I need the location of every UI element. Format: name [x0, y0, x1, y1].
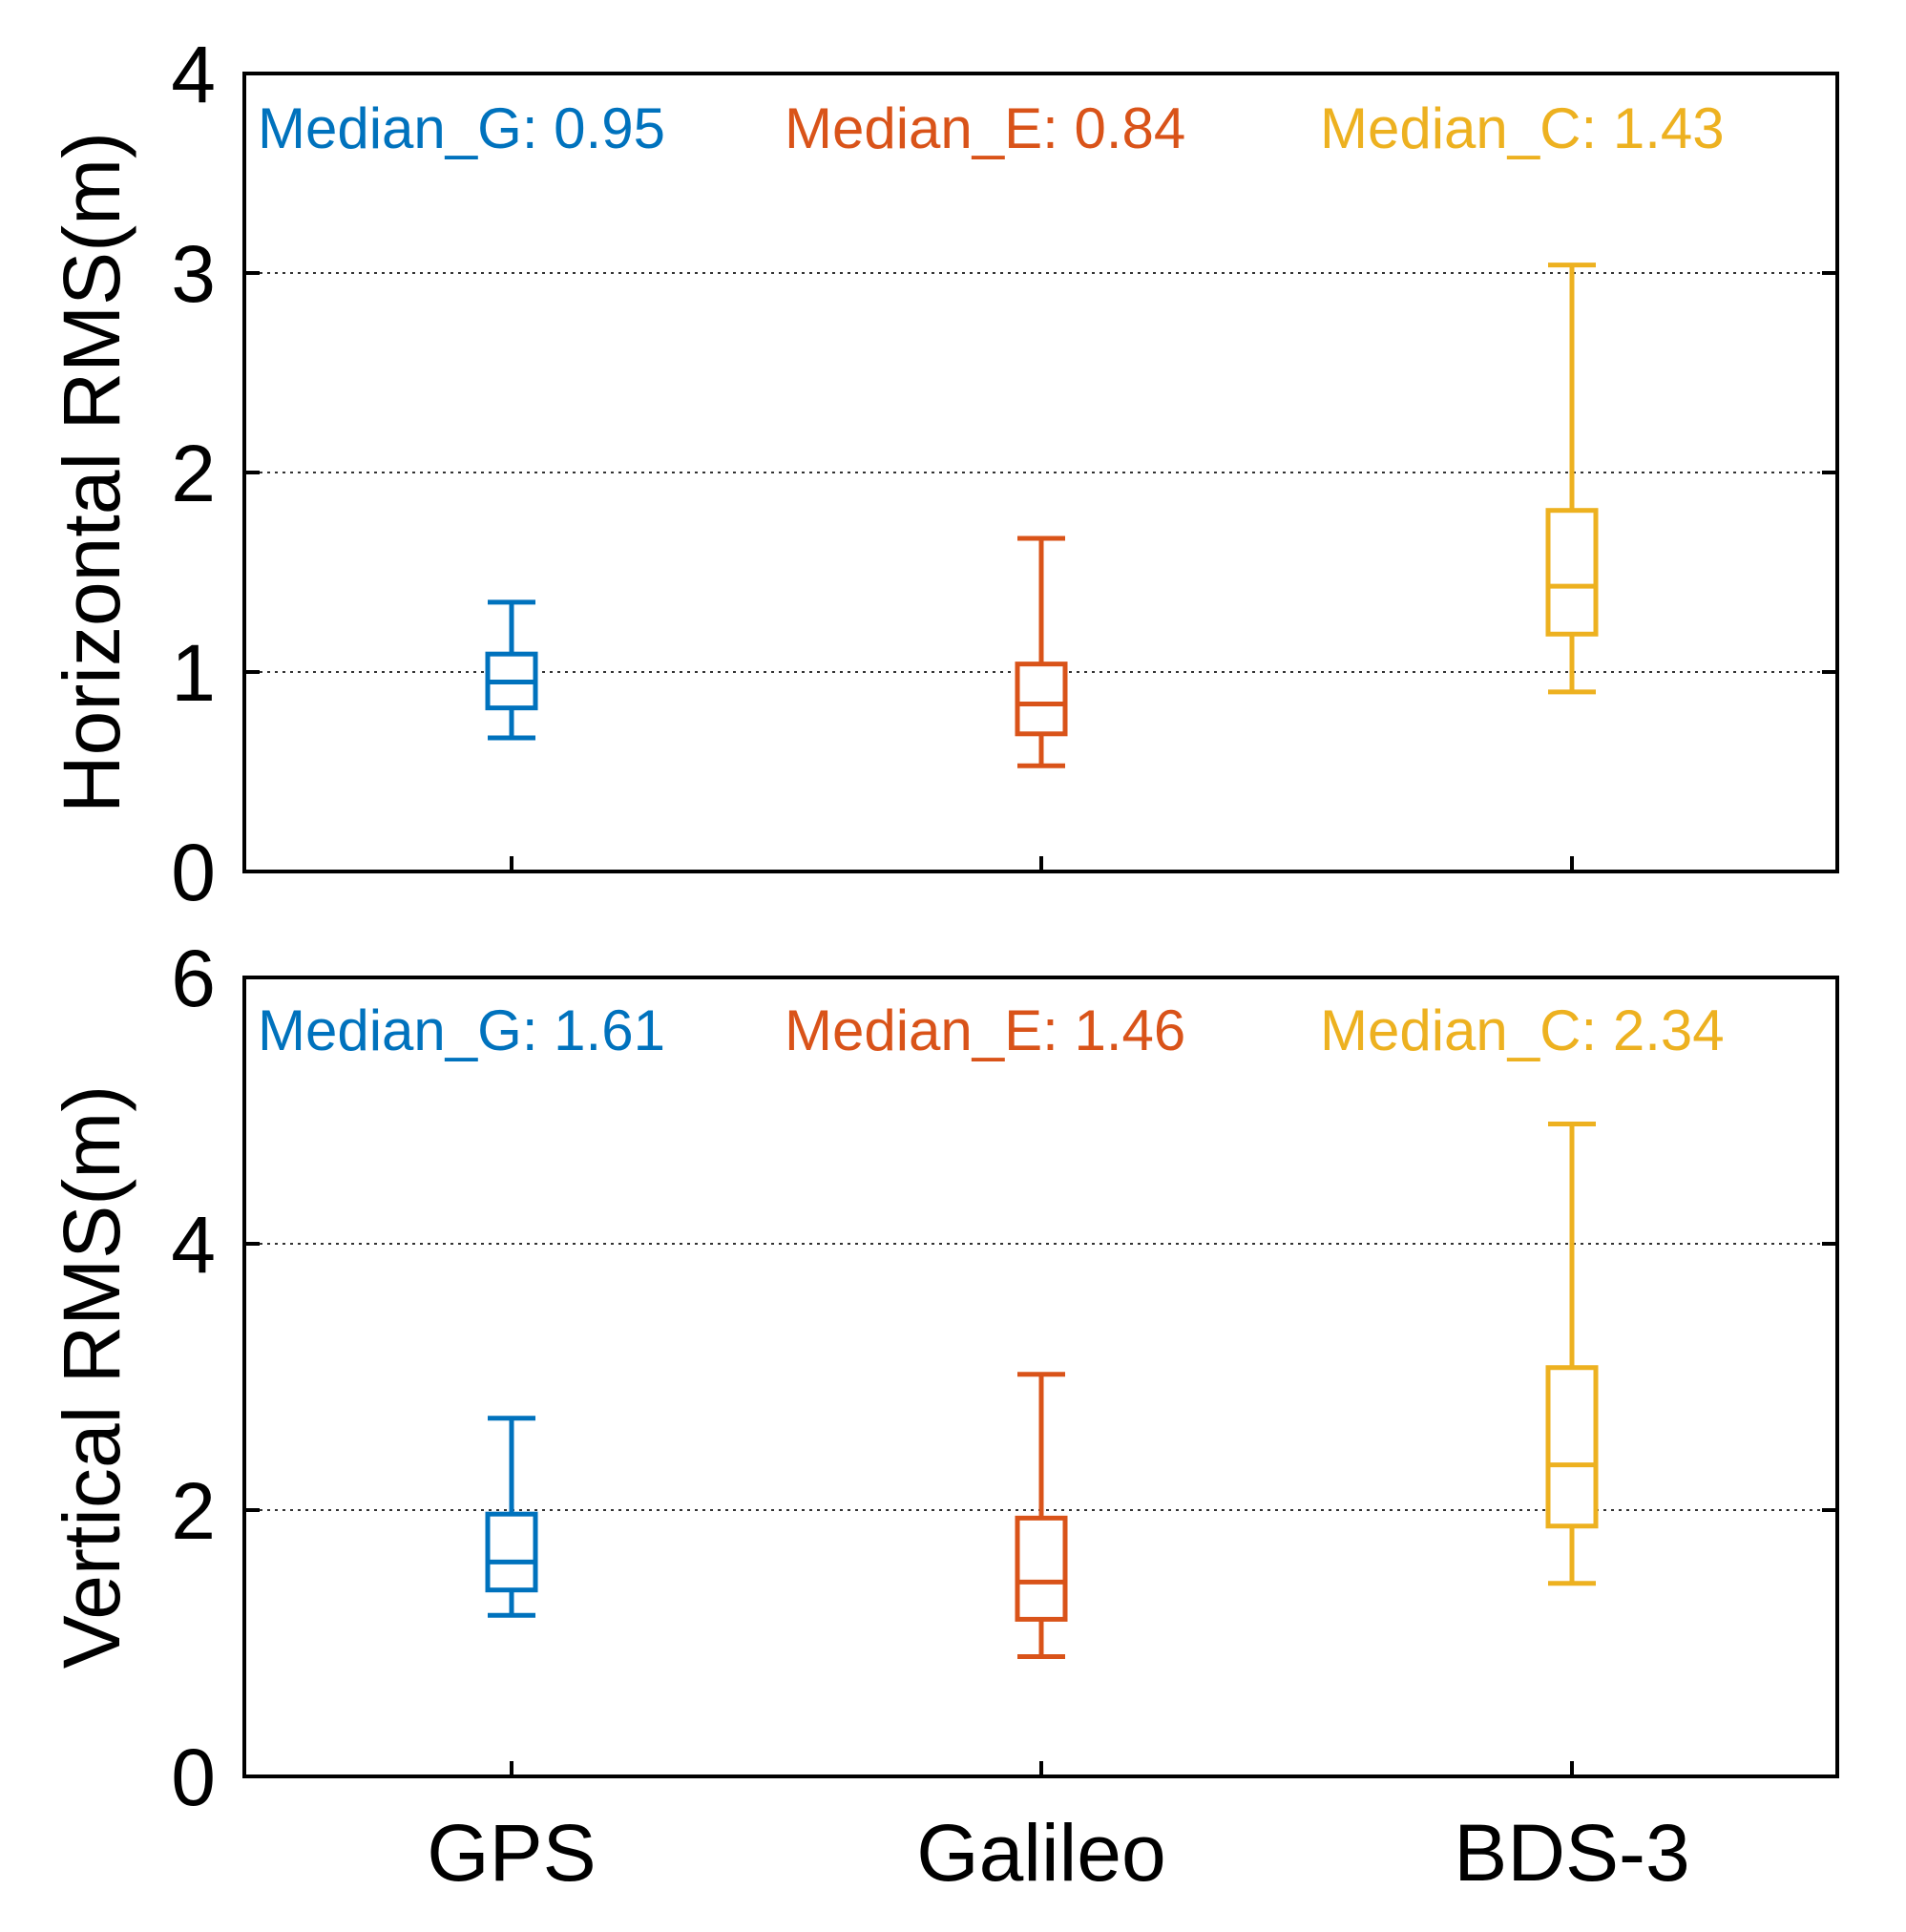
median-annotation: Median_C: 2.34: [1320, 998, 1725, 1062]
iqr-box: [1545, 1365, 1599, 1529]
box-galileo: [1015, 536, 1068, 768]
box-bds-3: [1545, 1121, 1599, 1586]
median-annotation: Median_G: 0.95: [258, 96, 665, 160]
iqr-box: [1545, 508, 1599, 637]
y-tick-label: 6: [171, 934, 216, 1023]
vertical-rms-panel: 0 2 4 6 Vertical RMS(m) Median_G: 1.61 Median_…: [47, 934, 1839, 1898]
box-bds-3: [1545, 262, 1599, 695]
y-axis-title: Vertical RMS(m): [47, 1085, 136, 1669]
x-category-label: GPS: [427, 1808, 596, 1898]
median-annotation: Median_C: 1.43: [1320, 96, 1725, 160]
iqr-box: [1015, 662, 1068, 737]
iqr-box: [485, 1511, 538, 1593]
y-tick-label: 2: [171, 1466, 216, 1556]
y-tick-label: 4: [171, 1200, 216, 1290]
y-tick-label: 4: [171, 30, 216, 119]
iqr-box: [1015, 1515, 1068, 1622]
box-galileo: [1015, 1372, 1068, 1659]
x-category-label: Galileo: [916, 1808, 1165, 1898]
y-tick-label: 0: [171, 1732, 216, 1822]
y-tick-label: 0: [171, 828, 216, 917]
y-tick-label: 1: [171, 628, 216, 718]
median-annotation: Median_E: 0.84: [785, 96, 1185, 160]
box-gps: [485, 1416, 538, 1618]
y-tick-label: 2: [171, 429, 216, 518]
y-axis-title: Horizontal RMS(m): [47, 132, 136, 813]
y-tick-label: 3: [171, 229, 216, 319]
median-annotation: Median_E: 1.46: [785, 998, 1185, 1062]
horizontal-rms-panel: 0 1 2 3 4 Horizontal RMS(m) Median_G: 0.95 Medi…: [47, 30, 1839, 917]
median-annotation: Median_G: 1.61: [258, 998, 665, 1062]
box-gps: [485, 599, 538, 741]
x-category-label: BDS-3: [1454, 1808, 1689, 1898]
